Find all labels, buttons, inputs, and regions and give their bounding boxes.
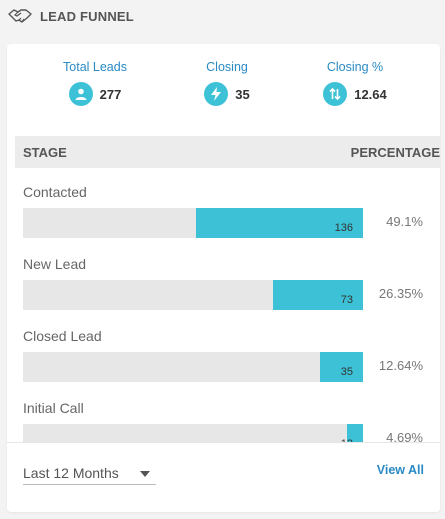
- stat-total-leads: Total Leads 277: [30, 60, 160, 106]
- widget-title: LEAD FUNNEL: [40, 8, 134, 24]
- lead-funnel-card: Total Leads 277 Closing 35: [7, 44, 440, 512]
- stage-bar-track: 136: [23, 208, 363, 238]
- stage-percentage: 4.69%: [386, 430, 423, 442]
- stage-count: 136: [334, 222, 353, 234]
- stage-percentage: 49.1%: [386, 214, 423, 229]
- caret-down-icon: [140, 464, 150, 482]
- funnel-row: Initial Call 13 4.69%: [23, 384, 433, 442]
- stage-name: Contacted: [23, 184, 87, 200]
- stat-value: 35: [235, 86, 250, 102]
- stage-name: Closed Lead: [23, 328, 102, 344]
- funnel-list[interactable]: Contacted 136 49.1% New Lead 73 26.35% C…: [7, 168, 440, 442]
- stage-column-header: STAGE: [23, 144, 67, 160]
- user-icon: [68, 82, 93, 106]
- percentage-column-header: PERCENTAGE: [350, 144, 440, 160]
- stage-percentage: 26.35%: [378, 286, 423, 301]
- stage-bar-fill: [347, 424, 363, 442]
- widget-footer: Last 12 Months View All: [7, 442, 440, 512]
- stage-name: Initial Call: [23, 400, 84, 416]
- stats-summary: Total Leads 277 Closing 35: [7, 44, 440, 134]
- stage-bar-fill: [273, 280, 363, 310]
- handshake-icon: [8, 7, 32, 25]
- stat-label: Total Leads: [63, 60, 127, 74]
- stat-value: 277: [99, 86, 122, 102]
- stage-bar-fill: [320, 352, 363, 382]
- stat-closing-percent: Closing % 12.64: [290, 60, 420, 106]
- stage-bar-fill: [196, 208, 363, 238]
- view-all-link[interactable]: View All: [376, 463, 424, 477]
- stage-bar-track: 35: [23, 352, 363, 382]
- stage-bar-track: 73: [23, 280, 363, 310]
- stat-value: 12.64: [354, 86, 387, 102]
- funnel-row: New Lead 73 26.35%: [23, 240, 433, 312]
- stage-count: 73: [340, 294, 353, 306]
- widget-header: LEAD FUNNEL: [8, 6, 134, 26]
- stat-closing: Closing 35: [162, 60, 292, 106]
- period-select[interactable]: Last 12 Months: [23, 461, 156, 485]
- lightning-icon: [204, 82, 229, 106]
- stat-label: Closing %: [326, 60, 384, 74]
- swap-arrows-icon: [323, 82, 348, 106]
- stage-name: New Lead: [23, 256, 87, 272]
- table-header: STAGE PERCENTAGE: [15, 136, 440, 168]
- funnel-row: Contacted 136 49.1%: [23, 168, 433, 240]
- stage-percentage: 12.64%: [378, 358, 423, 373]
- stage-bar-track: 13: [23, 424, 363, 442]
- stage-count: 13: [341, 438, 353, 442]
- funnel-row: Closed Lead 35 12.64%: [23, 312, 433, 384]
- stat-label: Closing: [206, 60, 248, 74]
- stage-count: 35: [340, 366, 353, 378]
- period-select-value: Last 12 Months: [23, 464, 119, 481]
